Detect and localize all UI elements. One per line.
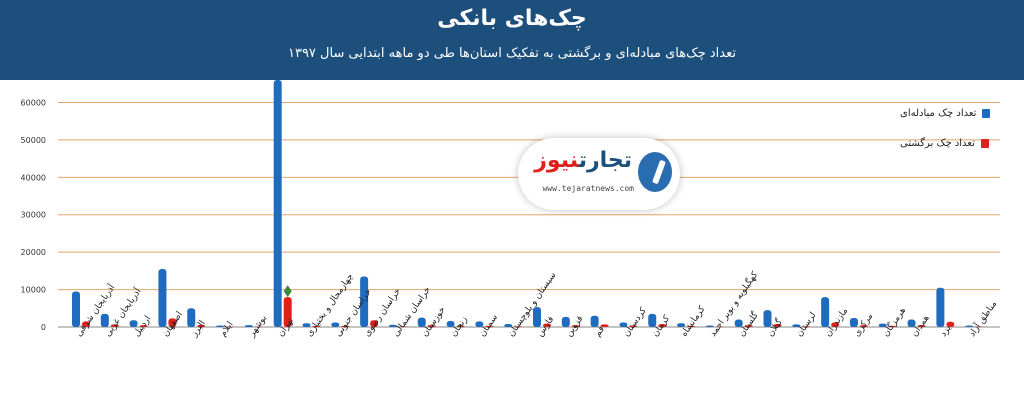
bar-exchanged	[244, 325, 253, 327]
bar-returned	[629, 325, 638, 327]
bar-exchanged	[216, 325, 225, 327]
bar-returned	[370, 320, 379, 327]
y-tick-label: 0	[41, 323, 46, 332]
legend-swatch-returned	[980, 139, 989, 148]
legend-exchanged: تعداد چک مبادله‌ای	[900, 108, 991, 119]
bar-exchanged	[187, 308, 196, 327]
bar-returned	[773, 324, 782, 327]
bar-exchanged	[331, 322, 340, 327]
x-tick-label: هرمزگان	[879, 304, 908, 338]
bar-exchanged	[273, 80, 282, 327]
bar-chart: 0 10000 20000 30000 40000 50000 60000 آذربایجا…	[21, 80, 1000, 340]
bar-returned	[110, 324, 119, 327]
bar-returned	[946, 321, 955, 327]
bar-exchanged	[936, 287, 945, 327]
bars	[72, 80, 984, 327]
bar-exchanged	[619, 322, 628, 327]
y-tick-label: 20000	[21, 248, 46, 257]
bar-returned	[456, 325, 465, 327]
bar-exchanged	[677, 323, 686, 327]
page-title: چک‌های بانکی	[437, 6, 587, 31]
x-tick-label: قم	[593, 325, 607, 339]
y-tick-label: 10000	[21, 286, 46, 295]
bar-returned	[341, 325, 350, 327]
bar-exchanged	[129, 320, 138, 327]
bar-exchanged	[705, 325, 714, 327]
bar-returned	[485, 325, 494, 327]
gridlines	[58, 101, 1000, 328]
bar-returned	[398, 326, 407, 327]
bar-returned	[312, 325, 321, 327]
y-axis-ticks: 0 10000 20000 30000 40000 50000 60000	[21, 98, 46, 332]
bar-exchanged	[360, 276, 369, 327]
legend-label-exchanged: تعداد چک مبادله‌ای	[900, 108, 977, 119]
bar-returned	[744, 325, 753, 327]
bar-exchanged	[158, 269, 167, 327]
bar-returned	[168, 318, 177, 327]
y-tick-label: 30000	[21, 211, 46, 220]
bar-exchanged	[388, 324, 397, 327]
y-tick-label: 40000	[21, 173, 46, 182]
x-tick-label: ایلام	[218, 320, 235, 339]
bar-returned	[859, 325, 868, 327]
y-tick-label: 50000	[21, 136, 46, 145]
bar-exchanged	[417, 317, 426, 327]
bar-returned	[687, 325, 696, 327]
header-banner: چک‌های بانکی تعداد چک‌های مبادله‌ای و بر…	[0, 0, 1024, 80]
bar-exchanged	[763, 310, 772, 327]
bar-returned	[283, 297, 292, 327]
bar-returned	[139, 325, 148, 327]
bar-exchanged	[561, 316, 570, 327]
bar-exchanged	[475, 321, 484, 327]
bar-exchanged	[648, 313, 657, 327]
bar-exchanged	[821, 297, 830, 327]
bar-exchanged	[792, 324, 801, 327]
x-tick-label: کرمانشاه	[679, 304, 708, 339]
bar-returned	[571, 325, 580, 327]
bar-returned	[888, 325, 897, 327]
bar-exchanged	[504, 324, 513, 327]
bar-returned	[831, 322, 840, 327]
logo-wordmark: تجارتنیوز	[534, 148, 632, 173]
bar-returned	[82, 321, 90, 327]
x-tick-label: مناطق آزاد	[966, 298, 1000, 339]
bar-returned	[543, 323, 551, 327]
logo-text-primary: تجارت	[578, 148, 632, 173]
bar-exchanged	[849, 318, 858, 327]
x-tick-label: کهگیلویه و بویر احمد	[707, 268, 761, 338]
y-tick-label: 60000	[21, 98, 46, 107]
bar-returned	[802, 326, 811, 327]
logo-url: www.tejaratnews.com	[542, 184, 634, 193]
x-tick-label: کردستان	[622, 305, 649, 338]
bar-returned	[197, 324, 206, 327]
bar-returned	[514, 326, 523, 327]
bar-returned	[917, 325, 926, 327]
bar-returned	[427, 325, 436, 327]
bar-exchanged	[734, 319, 743, 327]
page-subtitle: تعداد چک‌های مبادله‌ای و برگشتی به تفکیک…	[287, 46, 736, 61]
bar-exchanged	[907, 319, 916, 327]
bar-exchanged	[100, 313, 109, 327]
legend-swatch-exchanged	[982, 109, 991, 118]
bar-exchanged	[590, 315, 599, 327]
bar-exchanged	[72, 291, 80, 327]
bar-returned	[600, 324, 609, 327]
bar-returned	[658, 324, 667, 327]
bar-exchanged	[878, 323, 887, 327]
legend-returned: تعداد چک برگشتی	[900, 138, 989, 149]
bar-exchanged	[965, 325, 974, 327]
bar-exchanged	[533, 307, 541, 327]
legend-label-returned: تعداد چک برگشتی	[900, 138, 975, 149]
bar-exchanged	[446, 321, 455, 327]
bar-exchanged	[302, 323, 311, 327]
peak-marker	[283, 285, 292, 298]
brand-logo: تجارتنیوز www.tejaratnews.com	[518, 138, 680, 210]
logo-text-accent: نیوز	[534, 148, 579, 173]
